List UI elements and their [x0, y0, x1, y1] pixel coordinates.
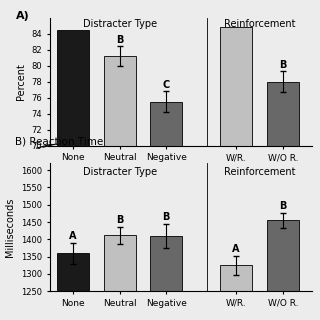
Bar	[220, 265, 252, 291]
Bar	[267, 82, 299, 146]
Bar	[267, 220, 299, 291]
Text: A): A)	[15, 11, 29, 21]
Text: A: A	[69, 231, 77, 241]
Y-axis label: Milliseconds: Milliseconds	[5, 197, 15, 257]
Bar	[220, 27, 252, 146]
Text: B) Reaction Time: B) Reaction Time	[15, 137, 104, 147]
Bar	[104, 235, 136, 291]
Text: A: A	[232, 244, 240, 254]
Text: B: B	[279, 201, 286, 211]
Text: C: C	[163, 80, 170, 90]
Text: Distracter Type: Distracter Type	[83, 19, 156, 29]
Bar	[57, 30, 89, 146]
Y-axis label: Percent: Percent	[16, 63, 26, 100]
Text: B: B	[163, 212, 170, 222]
Text: B: B	[279, 60, 286, 70]
Bar	[57, 253, 89, 291]
Text: Distracter Type: Distracter Type	[83, 167, 156, 177]
Text: Reinforcement: Reinforcement	[224, 167, 295, 177]
Text: Reinforcement: Reinforcement	[224, 19, 295, 29]
Bar	[150, 102, 182, 146]
Text: B: B	[116, 215, 123, 225]
Bar	[104, 56, 136, 146]
Bar	[150, 236, 182, 291]
Text: B: B	[116, 35, 123, 45]
